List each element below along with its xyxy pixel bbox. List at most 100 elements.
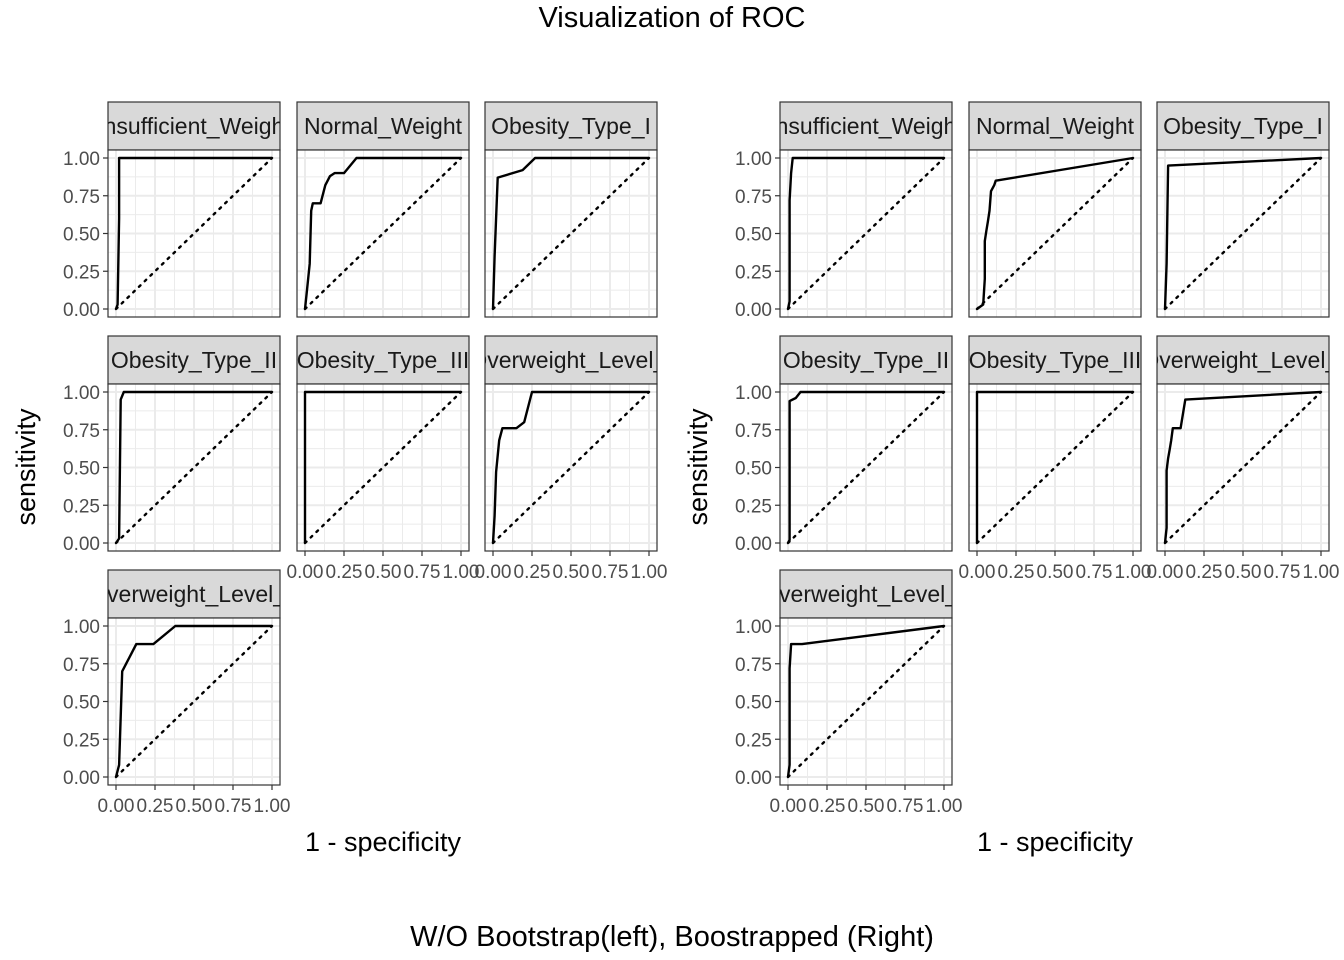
roc-curve bbox=[491, 156, 649, 310]
facet-strip-label: Insufficient_Weight bbox=[769, 113, 963, 139]
y-tick-label: 0.00 bbox=[63, 300, 100, 321]
x-tick-label: 0.00 bbox=[959, 562, 996, 583]
facet-panel: Obesity_Type_II 0.00 0.25 0.50 0.75 1.00 bbox=[735, 335, 953, 555]
y-tick-label: 1.00 bbox=[63, 617, 100, 638]
facet-strip bbox=[484, 101, 658, 151]
facet-strip-label: Obesity_Type_III bbox=[297, 347, 470, 373]
facet-panel: Obesity_Type_II 0.00 0.25 0.50 0.75 1.00 bbox=[63, 335, 281, 555]
facet-strip-label: Obesity_Type_III bbox=[969, 347, 1142, 373]
y-tick-label: 0.75 bbox=[735, 655, 772, 676]
y-tick-label: 0.50 bbox=[63, 459, 100, 480]
x-tick-label: 1.00 bbox=[1115, 562, 1152, 583]
x-tick-label: 1.00 bbox=[926, 796, 963, 817]
x-tick-label: 0.00 bbox=[98, 796, 135, 817]
facet-panel: Insufficient_Weight 0.00 0.25 0.50 0.75 1.00 bbox=[63, 101, 291, 321]
x-tick-label: 0.00 bbox=[475, 562, 512, 583]
y-tick-label: 0.75 bbox=[735, 187, 772, 208]
facet-strip bbox=[296, 101, 470, 151]
facet-strip bbox=[107, 335, 281, 385]
y-tick-label: 0.00 bbox=[735, 768, 772, 789]
roc-curve bbox=[976, 156, 1134, 310]
roc-curve bbox=[786, 390, 944, 544]
y-axis-title: sensitivity bbox=[11, 408, 41, 526]
roc-curve bbox=[975, 390, 1133, 543]
facet-strip bbox=[107, 569, 281, 619]
y-tick-label: 1.00 bbox=[63, 383, 100, 404]
roc-curve bbox=[114, 156, 272, 310]
x-tick-label: 0.50 bbox=[1225, 562, 1262, 583]
y-tick-label: 0.25 bbox=[735, 730, 772, 751]
facet-strip bbox=[968, 101, 1142, 151]
x-tick-label: 0.75 bbox=[1076, 562, 1113, 583]
facet-strip-label: Obesity_Type_II bbox=[111, 347, 277, 373]
roc-curve bbox=[303, 390, 461, 543]
facet-panel: Normal_Weight bbox=[296, 101, 470, 318]
x-tick-label: 1.00 bbox=[631, 562, 668, 583]
x-tick-label: 0.25 bbox=[1186, 562, 1223, 583]
x-tick-label: 0.50 bbox=[553, 562, 590, 583]
roc-curve bbox=[786, 156, 944, 310]
x-tick-label: 0.75 bbox=[887, 796, 924, 817]
x-tick-label: 0.50 bbox=[176, 796, 213, 817]
facet-panel: Obesity_Type_I bbox=[484, 101, 658, 318]
chart-group-1: Insufficient_Weight0.000.250.500.751.00N… bbox=[11, 101, 668, 857]
y-tick-label: 0.75 bbox=[63, 655, 100, 676]
roc-curve bbox=[303, 156, 461, 310]
y-tick-label: 0.75 bbox=[735, 421, 772, 442]
y-tick-label: 1.00 bbox=[735, 149, 772, 170]
x-tick-label: 0.25 bbox=[998, 562, 1035, 583]
facet-panel: Overweight_Level_I 0.00 0.25 0.50 0.75 1.00 bbox=[475, 335, 668, 583]
facet-panel: Obesity_Type_I bbox=[1156, 101, 1330, 318]
y-tick-label: 1.00 bbox=[63, 149, 100, 170]
facet-strip-label: Normal_Weight bbox=[976, 113, 1135, 139]
y-tick-label: 0.00 bbox=[735, 300, 772, 321]
y-axis-title: sensitivity bbox=[683, 408, 713, 526]
roc-curve bbox=[1163, 390, 1322, 544]
x-tick-label: 0.50 bbox=[1037, 562, 1074, 583]
y-tick-label: 1.00 bbox=[735, 383, 772, 404]
x-tick-label: 0.75 bbox=[592, 562, 629, 583]
x-tick-label: 0.25 bbox=[326, 562, 363, 583]
x-tick-label: 0.50 bbox=[848, 796, 885, 817]
facet-panel: Obesity_Type_III 0.00 0.25 0.50 0.75 1.00 bbox=[287, 335, 480, 583]
x-tick-label: 0.25 bbox=[514, 562, 551, 583]
y-tick-label: 0.50 bbox=[735, 225, 772, 246]
facet-strip bbox=[1156, 101, 1330, 151]
chart-title: Visualization of ROC bbox=[538, 2, 806, 34]
facet-strip bbox=[296, 335, 470, 385]
y-tick-label: 0.00 bbox=[63, 534, 100, 555]
chart-group-2: Insufficient_Weight0.000.250.500.751.00N… bbox=[683, 101, 1339, 857]
facet-panel: Obesity_Type_III 0.00 0.25 0.50 0.75 1.00 bbox=[959, 335, 1152, 583]
chart-caption: W/O Bootstrap(left), Boostrapped (Right) bbox=[410, 921, 934, 953]
facet-border bbox=[968, 149, 1142, 318]
x-tick-label: 1.00 bbox=[254, 796, 291, 817]
roc-curve bbox=[786, 624, 945, 778]
y-tick-label: 0.25 bbox=[735, 496, 772, 517]
y-tick-label: 0.75 bbox=[63, 187, 100, 208]
y-tick-label: 0.75 bbox=[63, 421, 100, 442]
x-tick-label: 0.75 bbox=[404, 562, 441, 583]
facet-panel: Overweight_Level_I 0.00 0.25 0.50 0.75 1.00 bbox=[1147, 335, 1339, 583]
x-tick-label: 0.25 bbox=[809, 796, 846, 817]
x-axis-title: 1 - specificity bbox=[305, 827, 462, 857]
y-tick-label: 0.25 bbox=[735, 262, 772, 283]
facet-strip-label: Obesity_Type_II bbox=[783, 347, 949, 373]
x-tick-label: 0.00 bbox=[770, 796, 807, 817]
facet-strip bbox=[484, 335, 658, 385]
roc-curve bbox=[114, 624, 272, 778]
y-tick-label: 0.25 bbox=[63, 262, 100, 283]
y-tick-label: 0.50 bbox=[735, 459, 772, 480]
facet-border bbox=[1156, 149, 1330, 318]
facet-strip-label: Insufficient_Weight bbox=[97, 113, 291, 139]
facet-strip-label: Obesity_Type_I bbox=[491, 113, 651, 139]
facet-strip bbox=[779, 569, 953, 619]
y-tick-label: 1.00 bbox=[735, 617, 772, 638]
facet-border bbox=[296, 149, 470, 318]
facet-strip-label: Normal_Weight bbox=[304, 113, 463, 139]
x-tick-label: 1.00 bbox=[443, 562, 480, 583]
y-tick-label: 0.00 bbox=[63, 768, 100, 789]
y-tick-label: 0.00 bbox=[735, 534, 772, 555]
roc-curve bbox=[115, 390, 272, 544]
facet-strip bbox=[779, 335, 953, 385]
